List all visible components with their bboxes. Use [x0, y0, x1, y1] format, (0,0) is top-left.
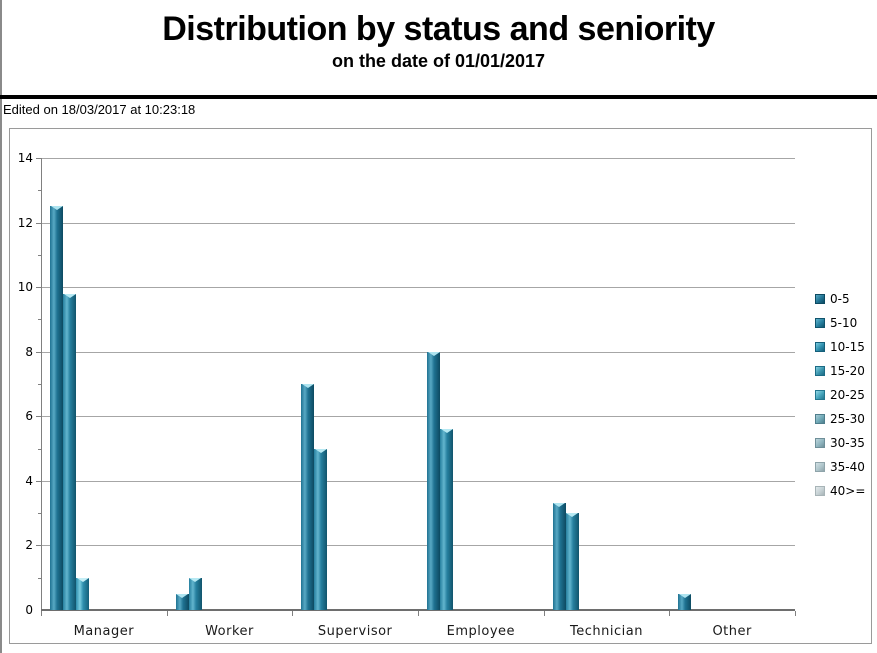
page-left-border — [0, 0, 2, 653]
bar-5-10-supervisor — [314, 448, 328, 610]
legend-marker — [815, 438, 825, 448]
bar-0-5-worker — [175, 593, 189, 610]
y-major-tick — [36, 416, 41, 418]
legend-marker — [815, 414, 825, 424]
legend-label: 35-40 — [830, 460, 865, 474]
y-axis-label: 10 — [17, 280, 33, 295]
legend-label: 40>= — [830, 484, 866, 498]
gridline — [41, 222, 795, 224]
gridline — [41, 545, 795, 547]
category-label-technician: Technician — [570, 624, 643, 639]
legend-item: 20-25 — [815, 388, 865, 402]
y-axis-label: 6 — [25, 409, 33, 424]
legend-label: 20-25 — [830, 388, 865, 402]
x-axis-line — [41, 609, 795, 611]
bar-5-10-technician — [565, 513, 579, 610]
legend-item: 25-30 — [815, 412, 865, 426]
x-tick — [292, 611, 294, 616]
y-axis-label: 12 — [17, 215, 33, 230]
legend-marker — [815, 366, 825, 376]
legend-marker — [815, 462, 825, 472]
y-minor-tick — [38, 384, 41, 385]
report-header: Distribution by status and seniority on … — [0, 10, 877, 72]
gridline — [41, 480, 795, 482]
bar-5-10-manager — [63, 293, 77, 610]
x-tick — [795, 611, 796, 616]
legend-label: 25-30 — [830, 412, 865, 426]
legend-item: 0-5 — [815, 292, 850, 306]
bar-0-5-other — [678, 593, 692, 610]
y-axis-label: 0 — [25, 603, 33, 617]
edited-timestamp: Edited on 18/03/2017 at 10:23:18 — [3, 102, 196, 117]
legend-item: 30-35 — [815, 436, 865, 450]
x-tick — [669, 611, 671, 616]
y-major-tick — [36, 287, 41, 289]
bar-0-5-supervisor — [301, 384, 315, 610]
category-label-supervisor: Supervisor — [317, 624, 393, 639]
bar-0-5-manager — [50, 206, 63, 610]
y-axis-line — [41, 158, 42, 610]
legend-marker — [815, 318, 825, 328]
legend-item: 40>= — [815, 484, 866, 498]
legend-item: 15-20 — [815, 364, 865, 378]
legend-marker — [815, 342, 825, 352]
legend-marker — [815, 294, 825, 304]
legend-marker — [815, 486, 825, 496]
x-tick — [418, 611, 419, 616]
legend-item: 35-40 — [815, 460, 865, 474]
title-divider — [0, 95, 877, 99]
legend-label: 30-35 — [830, 436, 865, 450]
y-axis-label: 4 — [25, 473, 33, 488]
bar-0-5-technician — [552, 503, 566, 610]
gridline — [41, 416, 795, 418]
legend-label: 10-15 — [830, 340, 865, 354]
chart-frame: 0 2 4 6 8 10 12 14 Manager Worker Supervisor Employ… — [9, 128, 872, 644]
y-minor-tick — [38, 319, 41, 321]
y-major-tick — [36, 158, 41, 159]
legend-item: 10-15 — [815, 340, 865, 354]
y-major-tick — [36, 480, 41, 482]
bar-10-15-manager — [76, 577, 90, 610]
legend-item: 5-10 — [815, 316, 858, 330]
legend-label: 15-20 — [830, 364, 865, 378]
y-axis-label: 8 — [25, 344, 33, 359]
y-major-tick — [36, 222, 41, 224]
page-title: Distribution by status and seniority — [162, 10, 715, 48]
x-tick — [41, 611, 42, 616]
y-minor-tick — [38, 190, 41, 192]
y-minor-tick — [38, 254, 41, 256]
category-label-employee: Employee — [446, 624, 516, 639]
bar-0-5-employee — [427, 351, 440, 610]
category-label-worker: Worker — [205, 624, 254, 639]
page-subtitle: on the date of 01/01/2017 — [331, 51, 546, 71]
category-label-other: Other — [712, 624, 752, 639]
bar-5-10-employee — [440, 429, 454, 610]
legend-label: 0-5 — [830, 292, 850, 306]
legend-label: 5-10 — [830, 316, 858, 330]
y-axis-label: 2 — [25, 538, 33, 553]
y-minor-tick — [38, 577, 41, 579]
y-minor-tick — [38, 448, 41, 450]
category-label-manager: Manager — [73, 624, 135, 639]
y-major-tick — [36, 545, 41, 547]
x-tick — [166, 611, 168, 616]
gridline — [41, 287, 795, 289]
y-major-tick — [36, 351, 41, 353]
y-axis-label: 14 — [17, 151, 33, 165]
x-tick — [543, 611, 545, 616]
y-minor-tick — [38, 513, 41, 515]
gridline — [41, 351, 795, 353]
legend-marker — [815, 390, 825, 400]
bar-5-10-worker — [188, 577, 202, 610]
gridline — [41, 158, 795, 159]
